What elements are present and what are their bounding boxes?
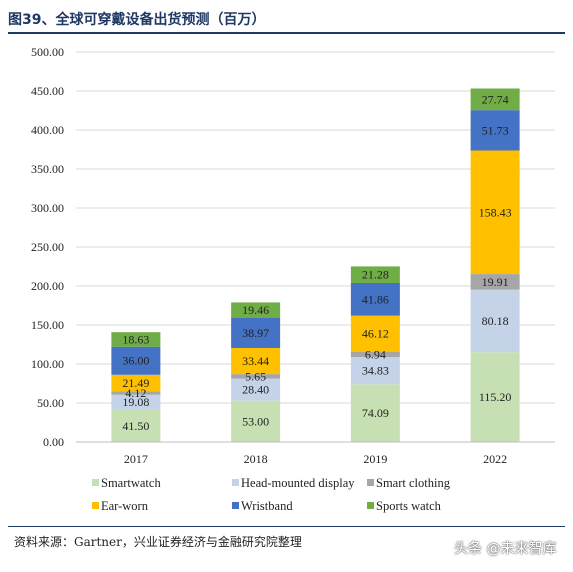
y-tick-label: 250.00	[31, 240, 64, 254]
data-label: 36.00	[122, 354, 149, 368]
legend-label: Ear-worn	[101, 499, 149, 513]
bar-segment-smartwatch-2017	[111, 409, 161, 442]
bar-segment-wristband-2018	[231, 317, 281, 349]
bar-segment-wristband-2019	[350, 283, 400, 316]
data-label: 53.00	[242, 414, 269, 428]
bar-segment-smart-clothing-2019	[350, 351, 400, 358]
bar-segment-smart-clothing-2017	[111, 391, 161, 395]
bar-segment-ear-worn-2018	[231, 348, 281, 375]
bar-segment-smartwatch-2022	[470, 352, 520, 442]
legend: Smartwatch Head-mounted display Smart clot…	[92, 476, 451, 513]
data-label: 21.28	[362, 268, 389, 282]
y-tick-label: 350.00	[31, 162, 64, 176]
data-label: 115.20	[479, 390, 512, 404]
watermark: 头条 @未来智库	[454, 541, 557, 557]
legend-item: Sports watch	[367, 499, 442, 513]
bar-segment-smartwatch-2019	[350, 384, 400, 442]
bar-segment-ear-worn-2017	[111, 374, 161, 392]
y-tick-label: 450.00	[31, 84, 64, 98]
y-tick-label: 500.00	[31, 45, 64, 59]
data-label: 19.08	[122, 395, 149, 409]
legend-label: Smartwatch	[101, 476, 161, 490]
y-tick-label: 400.00	[31, 123, 64, 137]
legend-item: Wristband	[232, 499, 293, 513]
legend-item: Smart clothing	[367, 476, 451, 490]
data-label: 158.43	[479, 205, 512, 219]
x-tick-label: 2022	[483, 452, 507, 466]
x-axis: 2017 2018 2019 2022	[76, 441, 555, 466]
y-tick-label: 200.00	[31, 279, 64, 293]
data-label: 4.12	[125, 386, 146, 400]
legend-swatch	[367, 502, 374, 509]
legend-swatch	[232, 502, 239, 509]
legend-label: Head-mounted display	[241, 476, 355, 490]
data-label: 74.09	[362, 406, 389, 420]
title-rule	[8, 32, 565, 34]
x-tick-label: 2017	[124, 452, 148, 466]
bar-segment-head-mounted-display-2017	[111, 394, 161, 410]
data-label: 5.65	[245, 369, 266, 383]
bar-segment-head-mounted-display-2018	[231, 378, 281, 401]
bars	[111, 88, 520, 442]
legend-swatch	[92, 502, 99, 509]
bar-segment-sports-watch-2019	[350, 266, 400, 284]
data-label: 51.73	[482, 123, 509, 137]
x-tick-label: 2019	[363, 452, 387, 466]
y-axis: 0.00 50.00 100.00 150.00 200.00 250.00 300.00 3…	[31, 45, 64, 449]
data-label: 33.44	[242, 354, 269, 368]
bar-segment-ear-worn-2022	[470, 150, 520, 275]
data-label: 38.97	[242, 326, 269, 340]
bar-segment-ear-worn-2019	[350, 315, 400, 352]
legend-label: Wristband	[241, 499, 293, 513]
legend-item: Head-mounted display	[232, 476, 355, 490]
data-label: 21.49	[122, 376, 149, 390]
data-label: 19.46	[242, 303, 269, 317]
y-tick-label: 150.00	[31, 318, 64, 332]
legend-label: Smart clothing	[376, 476, 451, 490]
legend-label: Sports watch	[376, 499, 442, 513]
x-tick-label: 2018	[244, 452, 268, 466]
data-label: 80.18	[482, 314, 509, 328]
y-tick-label: 300.00	[31, 201, 64, 215]
y-tick-label: 0.00	[43, 435, 64, 449]
data-label: 46.12	[362, 327, 389, 341]
legend-swatch	[232, 479, 239, 486]
bar-segment-head-mounted-display-2019	[350, 357, 400, 385]
bar-segment-wristband-2022	[470, 110, 520, 151]
data-label: 27.74	[482, 92, 509, 106]
data-label: 6.94	[365, 347, 386, 361]
source-rule	[8, 526, 565, 527]
legend-item: Ear-worn	[92, 499, 149, 513]
bar-segment-sports-watch-2018	[231, 302, 281, 318]
data-labels: 41.5019.084.1221.4936.0018.6353.0028.405…	[122, 92, 511, 432]
data-label: 41.50	[122, 419, 149, 433]
data-label: 19.91	[482, 275, 509, 289]
y-tick-label: 100.00	[31, 357, 64, 371]
legend-swatch	[92, 479, 99, 486]
source-note: 资料来源：Gartner，兴业证券经济与金融研究院整理	[14, 535, 302, 549]
bar-segment-sports-watch-2017	[111, 332, 161, 347]
data-label: 34.83	[362, 364, 389, 378]
legend-item: Smartwatch	[92, 476, 161, 490]
bar-segment-sports-watch-2022	[470, 88, 520, 111]
bar-segment-wristband-2017	[111, 346, 161, 375]
data-label: 28.40	[242, 383, 269, 397]
y-tick-label: 50.00	[37, 396, 64, 410]
data-label: 18.63	[122, 332, 149, 346]
figure-title: 图39、全球可穿戴设备出货预测（百万）	[8, 12, 266, 28]
bar-segment-smart-clothing-2022	[470, 274, 520, 290]
data-label: 41.86	[362, 292, 389, 306]
bar-segment-smartwatch-2018	[231, 400, 281, 442]
bar-segment-head-mounted-display-2022	[470, 289, 520, 353]
bar-segment-smart-clothing-2018	[231, 374, 281, 379]
legend-swatch	[367, 479, 374, 486]
